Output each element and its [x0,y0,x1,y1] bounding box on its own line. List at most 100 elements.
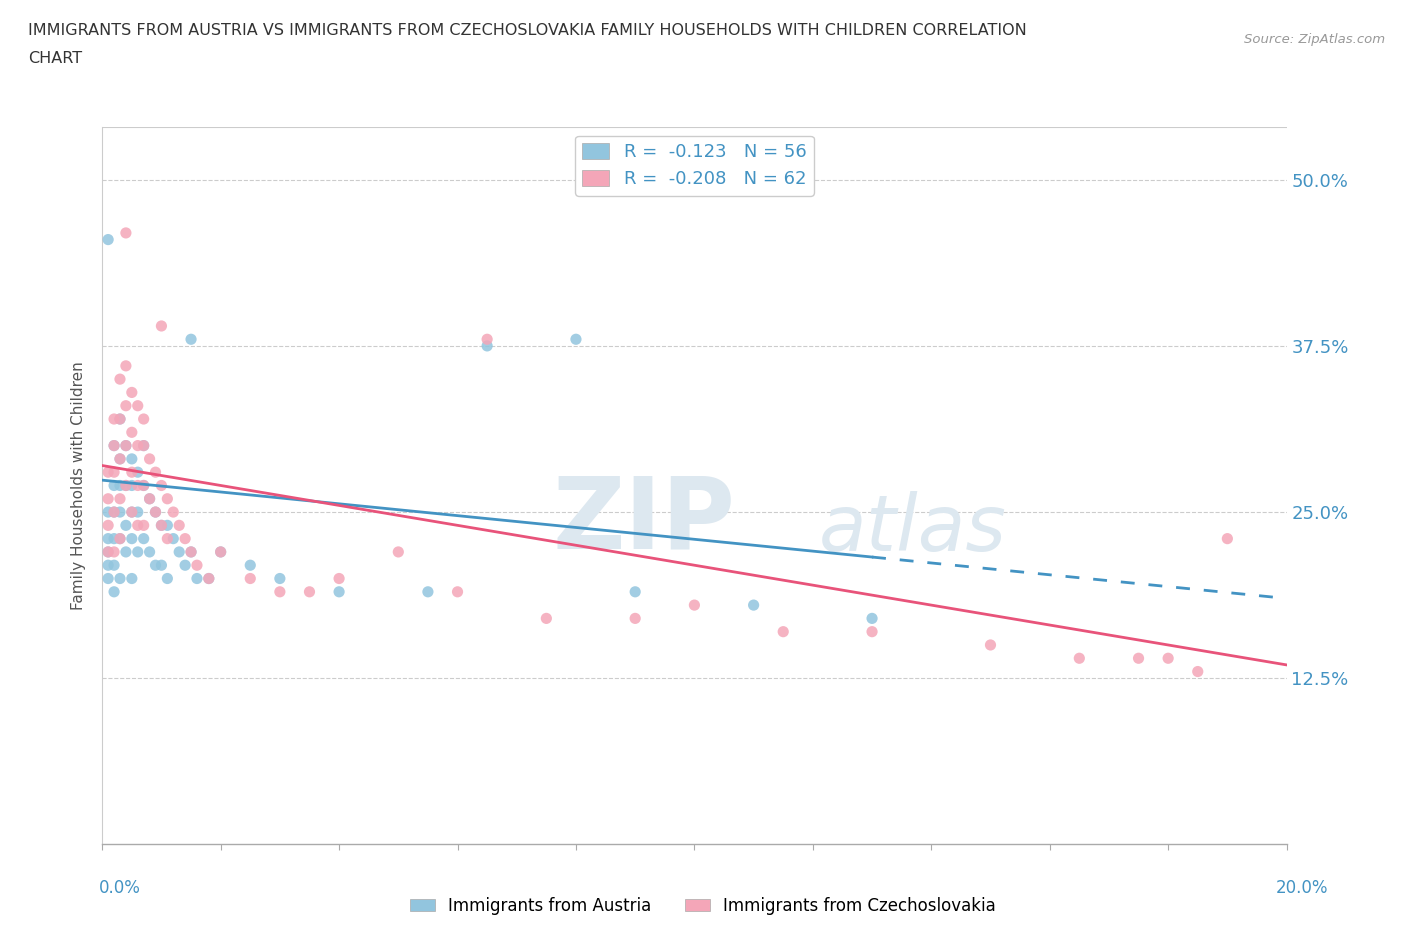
Point [446,584,468,599]
Point [145,505,167,520]
Point [103,544,125,559]
Point [132,412,155,427]
Point [121,531,143,546]
Point [103,558,125,573]
Legend: Immigrants from Austria, Immigrants from Czechoslovakia: Immigrants from Austria, Immigrants from… [404,890,1002,922]
Text: ZIP: ZIP [553,472,735,570]
Point [180,544,202,559]
Point [103,584,125,599]
Point [138,491,160,506]
Point [103,505,125,520]
Point [97,544,120,559]
Point [475,332,498,347]
Point [97,571,120,586]
Point [121,571,143,586]
Point [138,491,160,506]
Point [1187,664,1209,679]
Text: CHART: CHART [28,51,82,66]
Point [127,465,149,480]
Point [156,518,179,533]
Point [121,505,143,520]
Legend: R =  -0.123   N = 56, R =  -0.208   N = 62: R = -0.123 N = 56, R = -0.208 N = 62 [575,136,814,195]
Point [772,624,794,639]
Point [127,438,149,453]
Point [97,232,120,247]
Point [387,544,409,559]
Point [108,412,131,427]
Point [127,505,149,520]
Point [97,491,120,506]
Text: 20.0%: 20.0% [1277,879,1329,897]
Point [683,598,706,613]
Point [132,438,155,453]
Point [121,425,143,440]
Point [108,478,131,493]
Point [156,531,179,546]
Point [198,571,221,586]
Point [156,571,179,586]
Point [121,478,143,493]
Point [127,478,149,493]
Text: Source: ZipAtlas.com: Source: ZipAtlas.com [1244,33,1385,46]
Point [1216,531,1239,546]
Point [180,332,202,347]
Point [162,531,184,546]
Point [198,571,221,586]
Point [97,518,120,533]
Point [180,544,202,559]
Point [132,518,155,533]
Point [156,491,179,506]
Point [103,531,125,546]
Point [269,571,291,586]
Point [115,518,138,533]
Point [108,451,131,466]
Point [150,518,173,533]
Point [132,438,155,453]
Point [1069,651,1091,666]
Point [103,505,125,520]
Point [860,611,883,626]
Point [145,558,167,573]
Point [536,611,558,626]
Point [103,438,125,453]
Point [145,465,167,480]
Point [162,505,184,520]
Point [167,544,190,559]
Point [108,491,131,506]
Point [138,544,160,559]
Point [97,544,120,559]
Point [742,598,765,613]
Point [138,451,160,466]
Point [186,558,208,573]
Point [115,358,138,373]
Point [97,531,120,546]
Point [127,544,149,559]
Point [150,518,173,533]
Point [132,478,155,493]
Point [174,531,197,546]
Point [108,531,131,546]
Point [475,339,498,353]
Point [167,518,190,533]
Point [108,531,131,546]
Point [239,571,262,586]
Point [108,412,131,427]
Point [97,465,120,480]
Point [115,398,138,413]
Point [209,544,232,559]
Point [1128,651,1150,666]
Point [108,505,131,520]
Point [624,611,647,626]
Point [150,319,173,334]
Point [115,478,138,493]
Point [1157,651,1180,666]
Point [174,558,197,573]
Point [416,584,439,599]
Point [108,451,131,466]
Point [97,505,120,520]
Point [298,584,321,599]
Point [115,225,138,240]
Point [269,584,291,599]
Point [121,385,143,400]
Point [108,571,131,586]
